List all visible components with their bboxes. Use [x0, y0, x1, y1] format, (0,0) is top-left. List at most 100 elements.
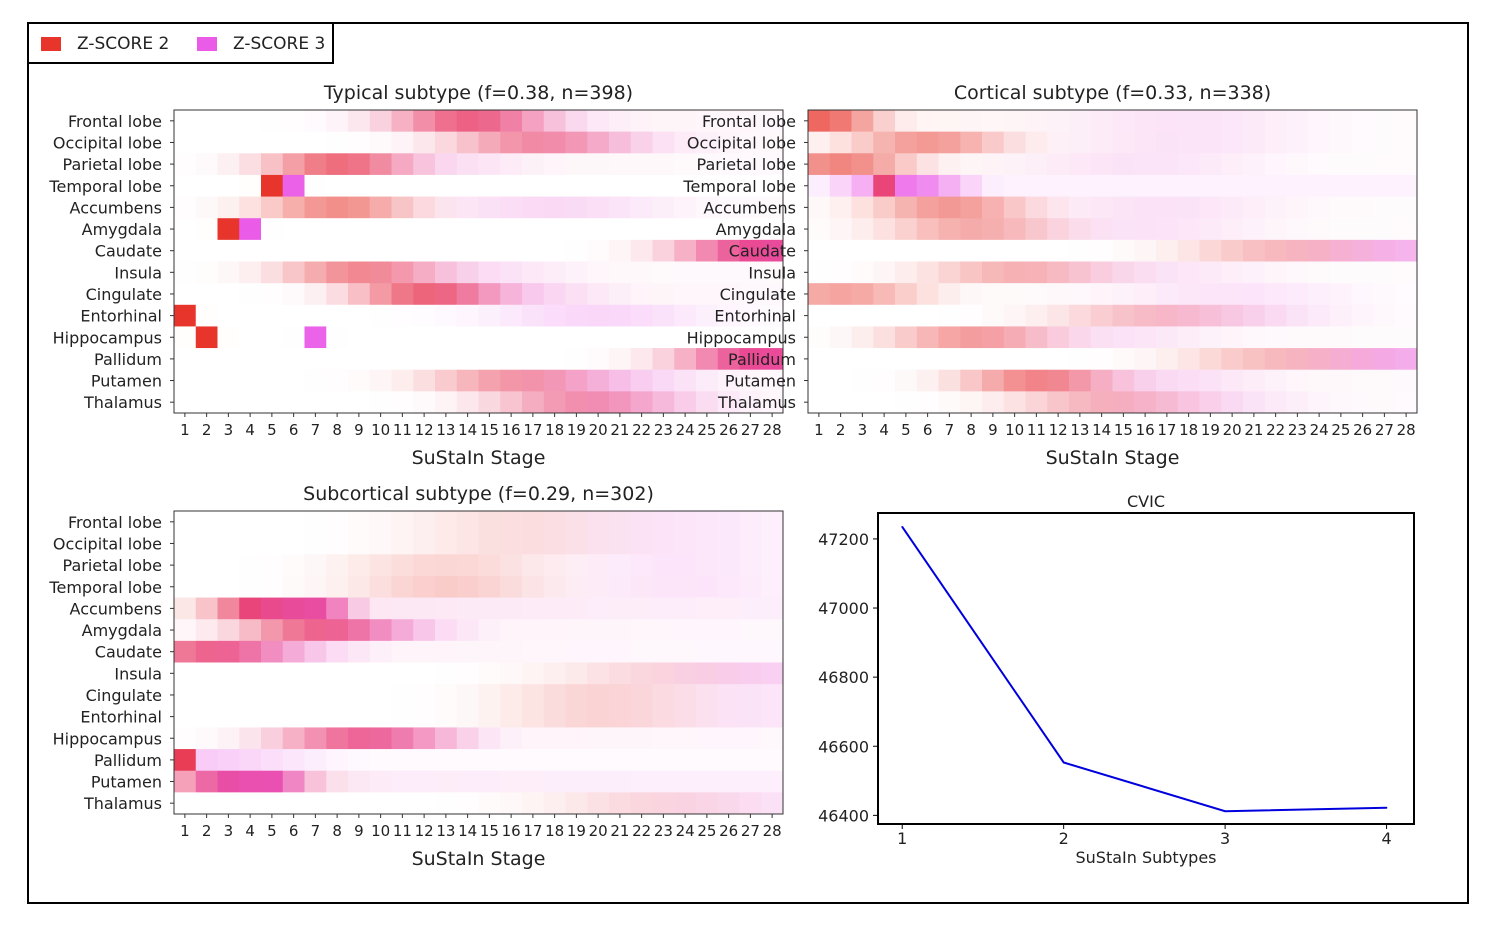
heatmap-cell	[195, 684, 218, 707]
heatmap-cell	[761, 153, 784, 176]
heatmap-cell	[717, 597, 740, 620]
heatmap-cell	[609, 391, 632, 414]
heatmap-cell	[587, 727, 610, 750]
heatmap-cell	[195, 369, 218, 392]
heatmap-cell	[326, 511, 349, 534]
heatmap-cell	[895, 304, 918, 327]
heatmap-cell	[369, 749, 392, 772]
y-tick-label: Entorhinal	[80, 708, 162, 727]
heatmap-cell	[500, 792, 523, 815]
heatmap-cell	[1351, 283, 1374, 306]
heatmap-cell	[1373, 196, 1396, 219]
heatmap-cell	[587, 218, 610, 241]
x-tick-label: 25	[697, 421, 716, 439]
heatmap-cell	[717, 131, 740, 154]
heatmap-cell	[739, 261, 762, 284]
heatmap-cell	[348, 792, 371, 815]
x-tick-label: 9	[354, 421, 364, 439]
heatmap-cell	[565, 575, 588, 598]
heatmap-cell	[1286, 153, 1309, 176]
heatmap-cell	[739, 326, 762, 349]
heatmap-cell	[717, 239, 740, 262]
heatmap-cell	[1069, 348, 1092, 371]
heatmap-cell	[304, 153, 327, 176]
heatmap-cell	[808, 110, 831, 133]
heatmap-cell	[1330, 304, 1353, 327]
heatmap-cell	[873, 261, 896, 284]
heatmap-cell	[435, 770, 458, 793]
heatmap-cell	[873, 153, 896, 176]
heatmap-cell	[652, 684, 675, 707]
x-tick-label: 2	[202, 421, 212, 439]
y-tick-label: 46600	[818, 737, 869, 756]
heatmap-cell	[456, 640, 479, 663]
heatmap-cell	[630, 532, 653, 555]
heatmap-cell	[326, 727, 349, 750]
heatmap-cell	[609, 131, 632, 154]
heatmap-cell	[348, 261, 371, 284]
x-tick-label: 20	[589, 822, 608, 840]
heatmap-cell	[1047, 131, 1070, 154]
heatmap-cell	[413, 326, 436, 349]
heatmap-cell	[413, 575, 436, 598]
heatmap-cell	[739, 239, 762, 262]
heatmap-cell	[348, 770, 371, 793]
heatmap-cell	[1003, 369, 1026, 392]
heatmap-cell	[348, 304, 371, 327]
heatmap-cell	[391, 326, 414, 349]
heatmap-cell	[565, 727, 588, 750]
x-tick-label: 1	[814, 421, 824, 439]
heatmap-cell	[500, 749, 523, 772]
heatmap-cell	[739, 304, 762, 327]
heatmap-cell	[1112, 196, 1135, 219]
heatmap-cell	[195, 326, 218, 349]
heatmap-cell	[304, 705, 327, 728]
heatmap-cell	[739, 684, 762, 707]
heatmap-cell	[543, 727, 566, 750]
heatmap-cell	[717, 640, 740, 663]
heatmap-cell	[1373, 153, 1396, 176]
heatmap-cell	[456, 770, 479, 793]
heatmap-cell	[587, 261, 610, 284]
heatmap-cell	[1112, 131, 1135, 154]
heatmap-cell	[916, 131, 939, 154]
heatmap-cell	[761, 575, 784, 598]
heatmap-cell	[543, 705, 566, 728]
heatmap-cell	[195, 110, 218, 133]
heatmap-cell	[478, 196, 501, 219]
heatmap-cell	[761, 597, 784, 620]
heatmap-cell	[1112, 304, 1135, 327]
heatmap-cell	[739, 532, 762, 555]
heatmap-cell	[938, 196, 961, 219]
x-tick-label: 20	[589, 421, 608, 439]
heatmap-cell	[478, 239, 501, 262]
heatmap-cell	[1069, 239, 1092, 262]
heatmap-cell	[282, 261, 305, 284]
heatmap-cell	[435, 727, 458, 750]
heatmap-cell	[696, 261, 719, 284]
heatmap-cell	[522, 532, 545, 555]
heatmap-cell	[565, 511, 588, 534]
heatmap-cell	[630, 348, 653, 371]
heatmap-cell	[478, 348, 501, 371]
heatmap-cell	[696, 684, 719, 707]
heatmap-cell	[761, 239, 784, 262]
heatmap-cell	[239, 684, 262, 707]
x-tick-label: 28	[763, 822, 782, 840]
heatmap-cell	[261, 662, 284, 685]
x-tick-label: 18	[545, 822, 564, 840]
heatmap-cell	[1090, 391, 1113, 414]
heatmap-cell	[1264, 153, 1287, 176]
heatmap-cell	[478, 770, 501, 793]
heatmap-cell	[1177, 326, 1200, 349]
heatmap-cell	[1177, 283, 1200, 306]
heatmap-cell	[456, 749, 479, 772]
heatmap-cell	[739, 511, 762, 534]
heatmap-cell	[282, 511, 305, 534]
heatmap-cell	[1243, 110, 1266, 133]
heatmap-cell	[761, 770, 784, 793]
heatmap-cell	[195, 261, 218, 284]
heatmap-cell	[391, 684, 414, 707]
heatmap-cell	[478, 619, 501, 642]
